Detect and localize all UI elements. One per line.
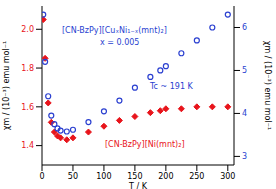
svg-text:1.6: 1.6 bbox=[21, 103, 34, 112]
svg-text:250: 250 bbox=[189, 172, 204, 181]
svg-text:2.0: 2.0 bbox=[21, 25, 34, 34]
svg-text:200: 200 bbox=[158, 172, 173, 181]
svg-text:1.8: 1.8 bbox=[21, 64, 34, 73]
svg-text:50: 50 bbox=[68, 172, 78, 181]
svg-text:χm / (10⁻³) emu mol⁻¹: χm / (10⁻³) emu mol⁻¹ bbox=[8, 41, 11, 130]
svg-text:1.4: 1.4 bbox=[21, 141, 34, 150]
html-text:[CN-BzPy][CuₓNi₁₋ₓ(mnt)₂]: [CN-BzPy][CuₓNi₁₋ₓ(mnt)₂] bbox=[62, 26, 167, 35]
svg-text:100: 100 bbox=[96, 172, 111, 181]
svg-text:T / K: T / K bbox=[128, 182, 148, 189]
svg-text:0: 0 bbox=[39, 172, 44, 181]
svg-text:6: 6 bbox=[242, 23, 247, 32]
svg-text:150: 150 bbox=[127, 172, 142, 181]
svg-text:χm / (10⁻³) emu mol⁻¹: χm / (10⁻³) emu mol⁻¹ bbox=[263, 41, 268, 130]
svg-text:300: 300 bbox=[220, 172, 235, 181]
svg-text:3: 3 bbox=[242, 152, 247, 161]
html-text:Tc ~ 191 K: Tc ~ 191 K bbox=[150, 82, 193, 91]
svg-text:5: 5 bbox=[242, 66, 247, 75]
html-text:x = 0.005: x = 0.005 bbox=[100, 38, 140, 47]
svg-text:4: 4 bbox=[242, 109, 247, 118]
html-text:[CN-BzPy][Ni(mnt)₂]: [CN-BzPy][Ni(mnt)₂] bbox=[105, 140, 185, 149]
